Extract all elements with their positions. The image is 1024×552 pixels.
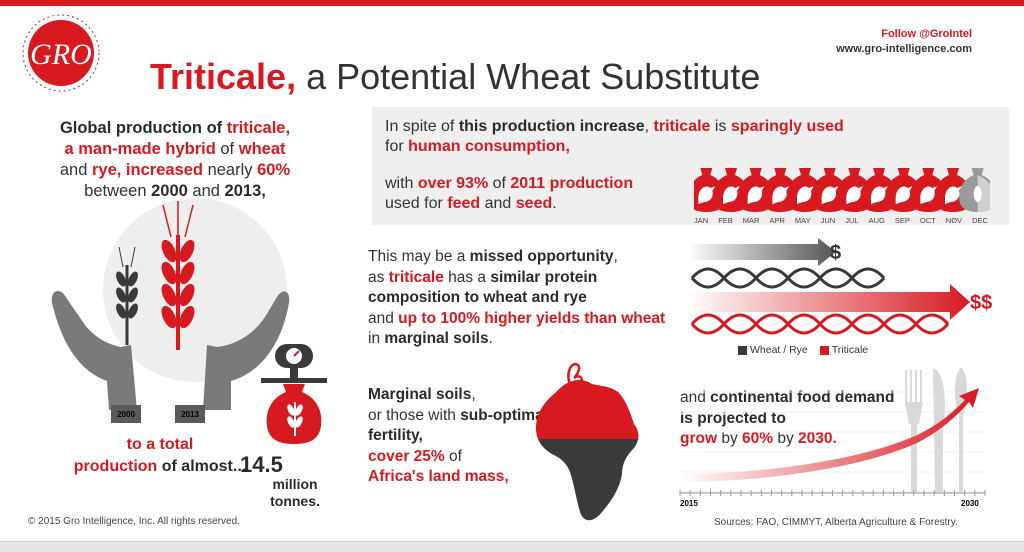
sources-text: Sources: FAO, CIMMYT, Alberta Agricultur… (714, 517, 958, 528)
demand-growth-arrow (680, 388, 979, 482)
month-label: FEB (718, 216, 733, 225)
month-label: OCT (919, 216, 936, 225)
left-hand (51, 290, 137, 410)
month-label: NOV (945, 216, 963, 225)
month-label: JUL (845, 216, 859, 225)
logo-text: GRO (30, 38, 92, 71)
month-label: DEC (972, 216, 988, 225)
production-unit: million tonnes. (270, 476, 320, 509)
month-label: JAN (694, 216, 709, 225)
wheat-stalk-2013 (161, 201, 195, 350)
monthly-sack-icons (694, 168, 990, 212)
consumption-text-1: In spite of this production increase, tr… (385, 118, 844, 155)
globe-backdrop (103, 198, 287, 382)
title-highlight: Triticale, (150, 56, 297, 97)
month-label: JUN (820, 216, 836, 225)
follow-block: Follow @GroIntel www.gro-intelligence.co… (836, 27, 972, 57)
follow-link[interactable]: Follow @GroIntel (881, 28, 972, 40)
hands-wheat-illustration: 2000 2013 (51, 198, 290, 423)
title-rest: a Potential Wheat Substitute (296, 56, 761, 97)
month-labels: JAN FEB MAR APR MAY JUN JUL AUG SEP OCT … (694, 216, 988, 225)
month-label: MAR (742, 216, 760, 225)
page-title: Triticale, a Potential Wheat Substitute (150, 56, 760, 98)
copyright-text: © 2015 Gro Intelligence, Inc. All rights… (28, 516, 240, 527)
single-dollar-label: $ (830, 242, 842, 264)
month-label: AUG (868, 216, 885, 225)
year-2013-label: 2013 (181, 410, 199, 419)
wheat-dna (690, 267, 886, 289)
legend-triticale: Triticale (819, 344, 868, 356)
month-label: APR (769, 216, 785, 225)
food-demand-text: and continental food demand is projected… (680, 389, 895, 447)
right-hand (203, 291, 290, 410)
fork-knife-icon (905, 368, 967, 492)
axis-label-2030: 2030 (961, 499, 979, 508)
consumption-text-2: with over 93% of 2011 production used fo… (385, 175, 634, 212)
month-label: MAY (794, 216, 811, 225)
axis-label-2015: 2015 (680, 499, 698, 508)
production-text: Global production of triticale, a man-ma… (59, 119, 291, 200)
bottom-stripe (0, 541, 1024, 552)
wheat-arrow (688, 238, 836, 266)
sack-icon-seed (959, 168, 990, 212)
month-label: SEP (894, 216, 910, 225)
total-production-text: to a total production of almost... (73, 436, 247, 475)
double-dollar-label: $$ (970, 292, 993, 314)
legend-wheat: Wheat / Rye (738, 344, 808, 356)
triticale-dna (690, 313, 950, 335)
marginal-soils-text: Marginal soils, or those with sub-optima… (368, 386, 549, 485)
opportunity-text: This may be a missed opportunity, as tri… (368, 248, 666, 347)
wheat-stalk-2000 (116, 246, 138, 345)
top-stripe (0, 0, 1024, 6)
scale-sack-icon (261, 344, 327, 444)
gro-logo: GRO (22, 14, 100, 92)
triticale-arrow (688, 284, 970, 320)
website-link[interactable]: www.gro-intelligence.com (836, 43, 972, 55)
year-2000-label: 2000 (117, 410, 135, 419)
africa-wheat-sprout (567, 362, 583, 385)
food-demand-chart: 2015 2030 (679, 368, 986, 508)
africa-map (536, 362, 639, 521)
dna-yield-arrows (688, 238, 970, 335)
production-amount: 14.5 (240, 452, 283, 477)
dna-legend: Wheat / Rye Triticale (738, 344, 868, 356)
